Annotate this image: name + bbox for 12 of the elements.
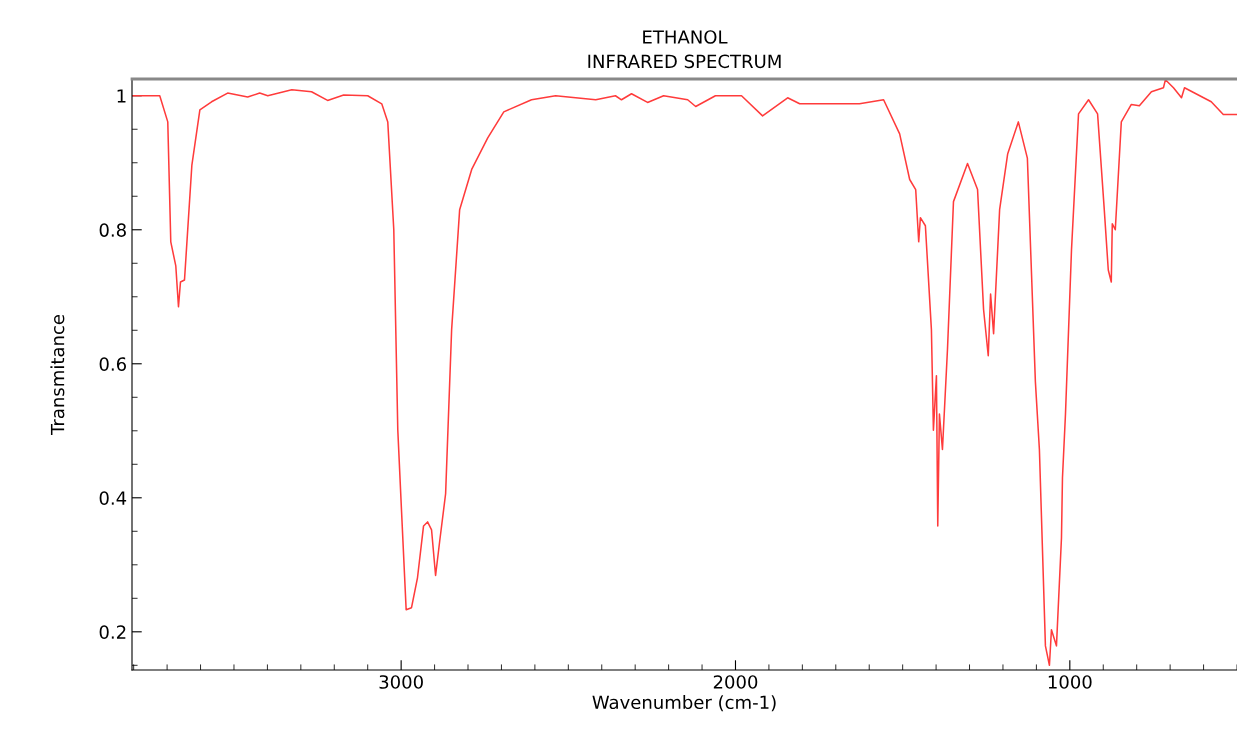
- y-tick-label: 1: [117, 89, 126, 103]
- y-tick-label: 0.2: [99, 625, 126, 639]
- y-axis-title: Transmitance: [50, 314, 65, 436]
- line-series: [132, 79, 1237, 667]
- y-tick-label: 0.4: [99, 491, 127, 505]
- x-tick-label: 3000: [379, 675, 423, 689]
- y-tick-label: 0.6: [99, 357, 126, 371]
- x-tick-label: 2000: [713, 675, 758, 689]
- x-tick-label: 1000: [1048, 675, 1092, 689]
- chart-title: ETHANOL INFRARED SPECTRUM: [588, 30, 781, 69]
- x-axis-title: Wavenumber (cm-1): [592, 695, 776, 712]
- y-tick-label: 0.8: [99, 223, 126, 237]
